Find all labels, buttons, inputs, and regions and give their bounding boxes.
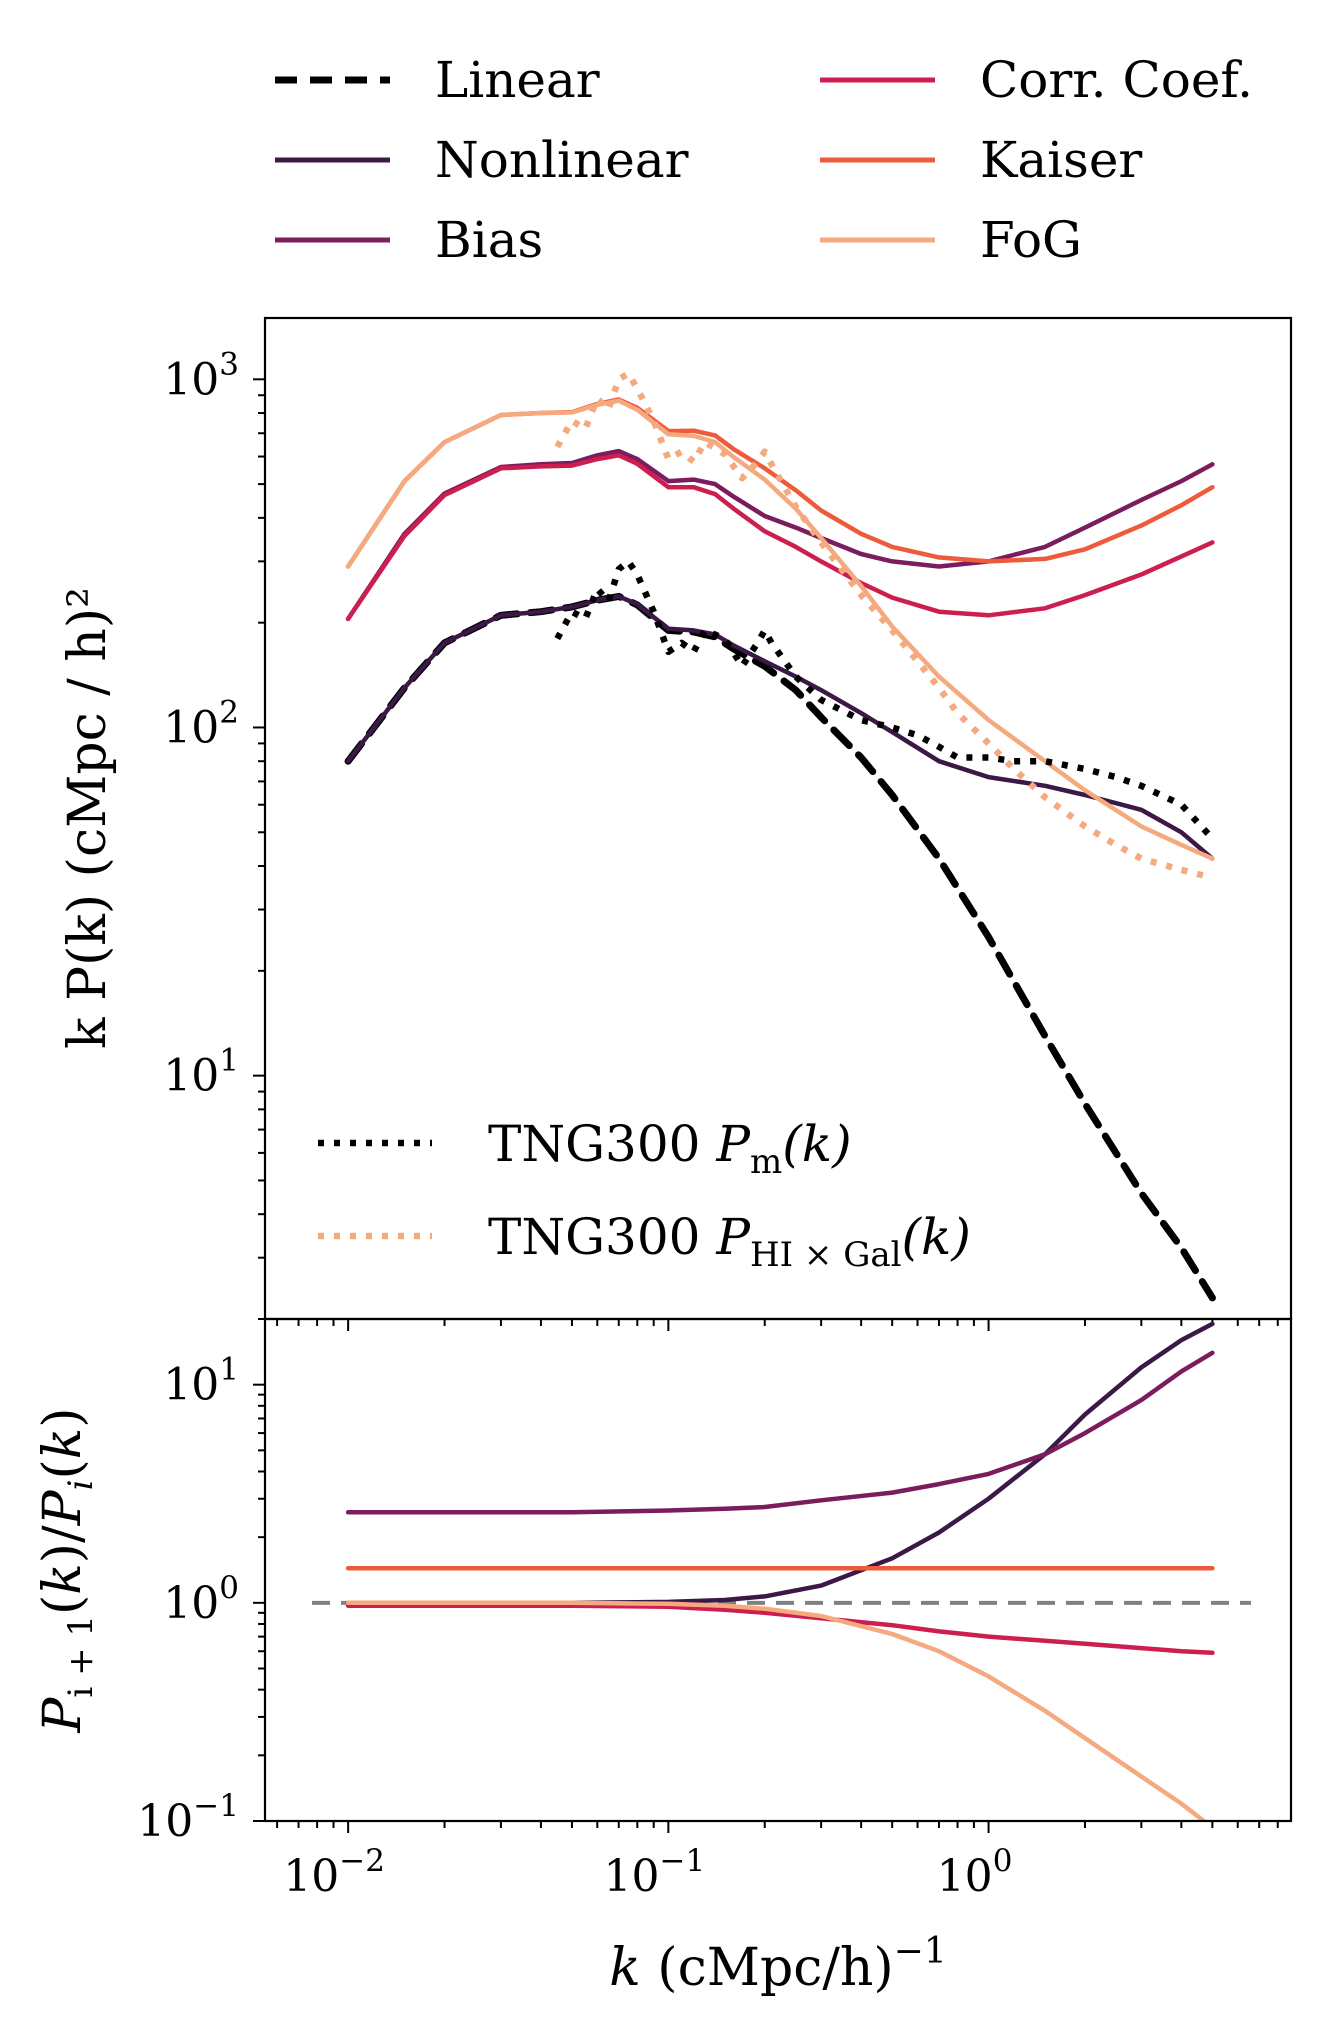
top-panel: 101 102 103 TNG300 Pm(k) TNG300 PHI × Gal(k… <box>58 316 1293 1331</box>
bottom-y-axis-label: Pi + 1(k)/Pi(k) <box>33 1407 101 1733</box>
legend-label-linear: Linear <box>435 51 600 109</box>
bottom-y-tick-label: 10−1 <box>137 1788 239 1847</box>
bottom-ticks: 10−1 100 101 10−2 10−1 100 <box>137 1318 1279 1902</box>
series-line-linear <box>344 592 1216 1302</box>
top-y-axis-label: k P(k) (cMpc / h)² <box>58 587 118 1049</box>
x-axis-label: k (cMpc/h)−1 <box>609 1931 946 1998</box>
bottom-plot-frame <box>263 1317 1293 1823</box>
top-y-tick-label: 103 <box>163 346 239 405</box>
bottom-panel: 10−1 100 101 10−2 10−1 100 Pi + 1(k)/Pi(k) k … <box>33 1317 1293 1998</box>
legend-label-corr: Corr. Coef. <box>980 51 1253 109</box>
legend-label-bias: Bias <box>435 211 543 269</box>
series-line-nonlinear <box>345 1321 1215 1606</box>
legend-label-fog: FoG <box>980 211 1082 269</box>
bottom-series-group <box>312 1321 1251 1821</box>
series-line-corr <box>345 1603 1215 1656</box>
x-tick-label: 10−2 <box>283 1843 385 1902</box>
top-series-group <box>344 370 1216 1302</box>
bottom-y-tick-label: 101 <box>163 1352 239 1411</box>
sim-legend-label-tng_m: TNG300 Pm(k) <box>488 1115 852 1182</box>
series-line-tng_hi <box>554 370 1214 881</box>
series-line-corr <box>345 453 1215 622</box>
legend-label-nonlinear: Nonlinear <box>435 131 689 189</box>
series-line-fog <box>345 398 1215 861</box>
x-tick-label: 10−1 <box>604 1843 706 1902</box>
top-legend: Linear Nonlinear Bias Corr. Coef. Kaiser FoG <box>275 51 1253 269</box>
series-line-bias <box>345 1350 1215 1515</box>
top-y-tick-label: 102 <box>163 694 239 753</box>
sim-legend-label-tng_hi: TNG300 PHI × Gal(k) <box>488 1208 971 1275</box>
legend-label-kaiser: Kaiser <box>980 131 1142 189</box>
sim-legend: TNG300 Pm(k) TNG300 PHI × Gal(k) <box>318 1115 971 1275</box>
series-line-nonlinear <box>345 594 1215 861</box>
x-tick-label: 100 <box>937 1843 1013 1902</box>
series-line-tng_m <box>554 558 1215 841</box>
top-y-tick-label: 101 <box>163 1043 239 1102</box>
bottom-y-tick-label: 100 <box>163 1570 239 1629</box>
series-line-fog <box>345 1600 1207 1821</box>
top-y-ticks: 101 102 103 <box>163 346 1279 1331</box>
